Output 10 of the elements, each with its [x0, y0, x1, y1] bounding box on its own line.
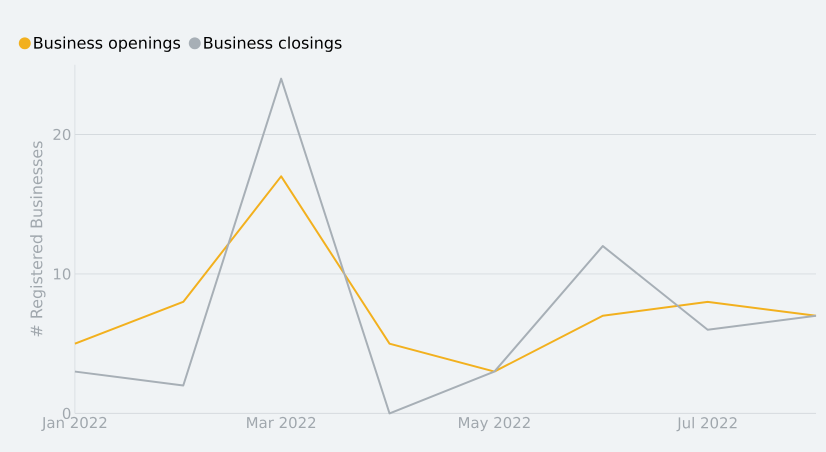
y-tick-label: 20	[53, 128, 70, 140]
x-tick-label: May 2022	[459, 416, 530, 431]
y-tick-label: 0	[62, 408, 70, 419]
legend-label: Business closings	[204, 36, 342, 52]
y-tick-label: 10	[54, 268, 70, 280]
x-tick-label: Mar 2022	[247, 416, 316, 428]
y-axis-title: # Registered Businesses	[30, 141, 46, 336]
x-tick-label: Jul 2022	[676, 416, 737, 432]
line-series	[74, 175, 818, 372]
legend-label: Business openings	[34, 36, 180, 52]
